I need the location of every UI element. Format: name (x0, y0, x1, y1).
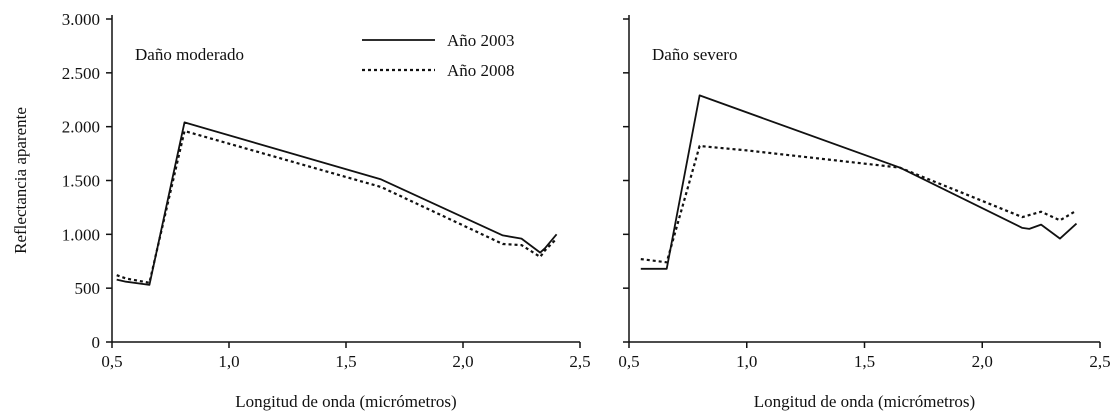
panel-1-y-tick-label: 500 (75, 279, 101, 298)
panel-2-series-line-ano-2008 (640, 144, 1078, 264)
panel-1-x-axis-label: Longitud de onda (micrómetros) (235, 392, 456, 411)
panel-1-y-tick-label: 0 (92, 333, 101, 352)
panel-2-x-tick-label: 2,0 (972, 352, 993, 371)
panel-2-x-tick-label: 1,5 (854, 352, 875, 371)
panel-1-y-tick-label: 1.500 (62, 172, 100, 191)
panel-2-x-tick-label: 1,0 (736, 352, 757, 371)
panel-2-series-line-ano-2003 (640, 94, 1078, 270)
panel-2-x-tick-label: 2,5 (1089, 352, 1110, 371)
panel-1-y-axis-label: Reflectancia aparente (11, 107, 30, 254)
legend-label-ano-2003: Año 2003 (447, 31, 515, 50)
panel-1-x-tick-label: 0,5 (101, 352, 122, 371)
panel-1-y-tick-label: 1.000 (62, 225, 100, 244)
panel-1-series-line-ano-2003 (116, 121, 558, 286)
panel-1-series-line-ano-2008 (116, 129, 558, 284)
panel-1-x-tick-label: 1,5 (335, 352, 356, 371)
panel-1-x-tick-label: 2,0 (452, 352, 473, 371)
panel-2-x-tick-label: 0,5 (618, 352, 639, 371)
panel-2-panel-label: Daño severo (652, 45, 737, 64)
panel-2-x-axis-label: Longitud de onda (micrómetros) (754, 392, 975, 411)
panel-1-y-tick-label: 2.500 (62, 64, 100, 83)
legend-label-ano-2008: Año 2008 (447, 61, 515, 80)
panel-1-panel-label: Daño moderado (135, 45, 244, 64)
panel-1-y-tick-label: 3.000 (62, 10, 100, 29)
panel-1-x-tick-label: 1,0 (218, 352, 239, 371)
panel-1-y-tick-label: 2.000 (62, 118, 100, 137)
panel-1-x-tick-label: 2,5 (569, 352, 590, 371)
